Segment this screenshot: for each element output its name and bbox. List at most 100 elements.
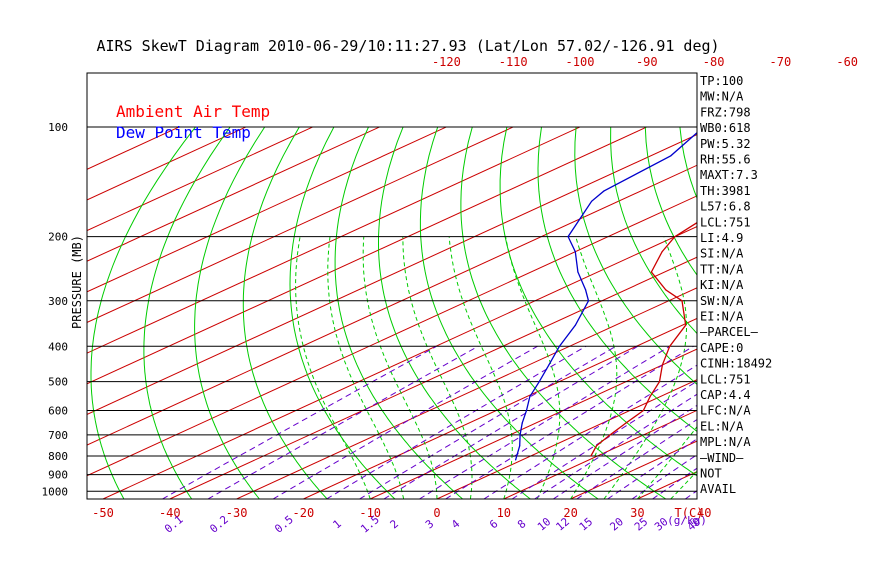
temp-tick-label-bottom: -30	[226, 506, 248, 520]
index-item: SI:N/A	[700, 247, 744, 261]
dew-point-temp-point	[575, 325, 576, 326]
pressure-tick-label: 1000	[42, 485, 69, 498]
moist-adiabat-line	[506, 237, 560, 499]
legend-dew-point-temp: Dew Point Temp	[116, 123, 251, 142]
temp-tick-label-top: -100	[566, 55, 595, 69]
dew-point-temp-point	[539, 381, 540, 382]
ambient-air-temp-point	[685, 325, 686, 326]
pressure-tick-label: 300	[48, 295, 68, 308]
isotherm-line	[0, 127, 179, 499]
dew-point-temp-point	[559, 346, 560, 347]
ambient-air-temp-point	[662, 251, 663, 252]
index-item: PW:5.32	[700, 137, 751, 151]
dew-point-temp-point	[577, 271, 578, 272]
index-item: LFC:N/A	[700, 404, 751, 418]
dew-point-temp-point	[526, 410, 527, 411]
ambient-air-temp-point	[659, 381, 660, 382]
dew-point-temp-point	[529, 396, 530, 397]
index-item: –WIND–	[700, 451, 744, 465]
ambient-air-temp-point	[830, 126, 831, 127]
indices-panel: TP:100MW:N/AFRZ:798WB0:618PW:5.32RH:55.6…	[700, 74, 772, 496]
index-item: WB0:618	[700, 121, 751, 135]
chart-title: AIRS SkewT Diagram 2010-06-29/10:11:27.9…	[96, 37, 719, 55]
isotherm-line	[0, 127, 313, 499]
ambient-air-temp-point	[651, 271, 652, 272]
temp-tick-label-bottom: -20	[293, 506, 315, 520]
dew-point-temp-point	[585, 289, 586, 290]
temp-tick-label-bottom: 0	[433, 506, 440, 520]
pressure-tick-label: 900	[48, 469, 68, 482]
dew-point-temp-point	[568, 236, 569, 237]
ambient-air-temp-point	[610, 434, 611, 435]
ambient-air-temp-point	[625, 423, 626, 424]
isotherm-line	[637, 127, 870, 499]
isotherm-line	[771, 127, 870, 499]
ambient-air-temp-point	[596, 445, 597, 446]
moist-adiabat-line	[571, 237, 617, 499]
isotherm-line	[838, 127, 870, 499]
pressure-tick-label: 100	[48, 121, 68, 134]
isotherm-line	[0, 127, 647, 499]
dew-point-temp-point	[603, 191, 604, 192]
temp-tick-label-top: -60	[836, 55, 858, 69]
moist-adiabat-line	[328, 237, 404, 499]
ambient-air-temp-point	[681, 300, 682, 301]
isotherm-line	[0, 127, 380, 499]
isotherm-line	[0, 127, 780, 499]
ambient-air-temp-point	[649, 396, 650, 397]
dry-adiabat-line	[784, 127, 870, 499]
index-item: CINH:18492	[700, 357, 772, 371]
index-item: MPL:N/A	[700, 435, 751, 449]
index-item: EI:N/A	[700, 310, 744, 324]
mixing-ratio-tick-label: 2	[388, 517, 401, 531]
temp-tick-label-bottom: 10	[497, 506, 511, 520]
index-item: LCL:751	[700, 215, 751, 229]
index-item: SW:N/A	[700, 294, 744, 308]
ambient-air-temp-point	[669, 346, 670, 347]
temp-tick-label-bottom: -50	[92, 506, 114, 520]
ambient-air-temp-point	[767, 180, 768, 181]
dew-point-temp-point	[591, 201, 592, 202]
dry-adiabat-line	[818, 127, 870, 499]
pressure-tick-label: 600	[48, 404, 68, 417]
mixing-ratio-unit-label: (g/kg)	[667, 514, 707, 527]
index-item: –PARCEL–	[700, 325, 759, 339]
index-item: FRZ:798	[700, 105, 751, 119]
moist-adiabat-line	[403, 237, 472, 499]
mixing-ratio-line	[577, 346, 811, 499]
dew-point-temp-point	[575, 251, 576, 252]
mixing-ratio-tick-label: 10	[535, 515, 554, 533]
isotherm-line	[237, 127, 870, 499]
dew-point-temp-point	[519, 445, 520, 446]
dry-adiabat-line	[243, 127, 327, 499]
dry-adiabat-line	[538, 127, 801, 499]
index-item: TH:3981	[700, 184, 751, 198]
dew-point-temp-point	[520, 434, 521, 435]
temp-tick-label-top: -90	[636, 55, 658, 69]
mixing-ratio-line	[384, 346, 638, 499]
dew-point-temp-point	[588, 300, 589, 301]
dew-point-temp-point	[515, 459, 516, 460]
index-item: TP:100	[700, 74, 743, 88]
ambient-air-temp-point	[662, 364, 663, 365]
ambient-air-temp-point	[665, 289, 666, 290]
dry-adiabat-line	[335, 127, 463, 499]
y-axis-label: PRESSURE (MB)	[70, 235, 84, 329]
isotherm-line	[103, 127, 870, 499]
isotherm-line	[0, 127, 246, 499]
dry-adiabat-line	[853, 127, 870, 499]
temp-tick-label-top: -110	[499, 55, 528, 69]
index-item: MAXT:7.3	[700, 168, 758, 182]
dry-adiabat-line	[195, 127, 265, 499]
pressure-tick-label: 500	[48, 376, 68, 389]
mixing-ratio-tick-label: 1	[330, 517, 343, 531]
dry-adiabat-line	[749, 127, 870, 499]
temp-tick-label-top: -80	[703, 55, 725, 69]
legend-ambient-air-temp: Ambient Air Temp	[116, 102, 270, 121]
ambient-air-temp-point	[674, 236, 675, 237]
pressure-tick-label: 400	[48, 340, 68, 353]
dew-point-temp-point	[670, 155, 671, 156]
index-item: LI:4.9	[700, 231, 743, 245]
